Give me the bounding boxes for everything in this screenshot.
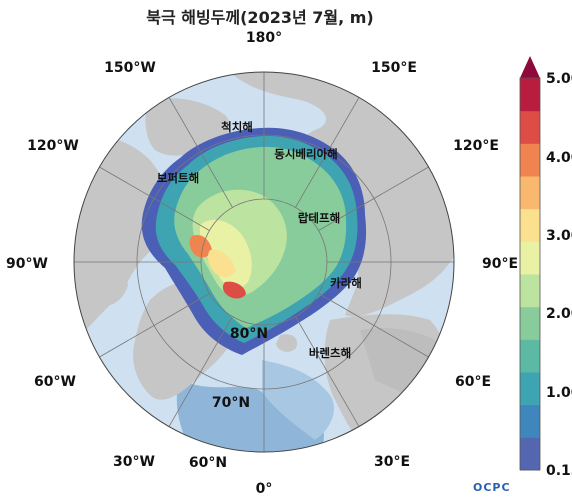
colorbar-tick-2: 2.00 xyxy=(546,306,572,322)
sea-label-east-siberian: 동시베리아해 xyxy=(274,147,337,161)
lon-label-30w: 30°W xyxy=(113,454,155,470)
lon-label-120e: 120°E xyxy=(453,138,499,154)
meridians xyxy=(74,72,454,452)
meridian-line xyxy=(99,293,210,358)
meridian-line xyxy=(168,97,233,208)
sea-label-chukchi: 척치해 xyxy=(221,120,253,134)
colorbar-segment xyxy=(520,339,540,373)
ice-max-b xyxy=(222,281,246,299)
colorbar-segment xyxy=(520,372,540,406)
lon-label-120w: 120°W xyxy=(27,138,79,154)
colorbar-segment xyxy=(520,437,540,471)
lon-label-150e: 150°E xyxy=(371,60,417,76)
colorbar-segment xyxy=(520,78,540,112)
colorbar-tick-1: 1.00 xyxy=(546,385,572,401)
colorbar-segment xyxy=(520,404,540,438)
colorbar-tick-4: 4.00 xyxy=(546,150,572,166)
meridian-line xyxy=(168,316,233,427)
lon-label-90w: 90°W xyxy=(6,256,48,272)
lon-label-150w: 150°W xyxy=(104,60,156,76)
meridian-line xyxy=(295,97,360,208)
lat-label-70n: 70°N xyxy=(212,395,250,411)
colorbar-segment xyxy=(520,306,540,340)
sea-label-beaufort: 보퍼트해 xyxy=(157,171,199,185)
norwegian-sea xyxy=(262,360,335,440)
lon-label-30e: 30°E xyxy=(374,454,410,470)
meridian-line xyxy=(318,293,429,358)
colorbar-segment xyxy=(520,274,540,308)
map-title: 북극 해빙두께(2023년 7월, m) xyxy=(146,8,374,27)
lat-label-60n: 60°N xyxy=(189,455,227,471)
land-svalbard xyxy=(276,334,298,352)
ice-max-a xyxy=(189,234,212,258)
sea-ice-layer xyxy=(141,127,367,356)
colorbar-segment xyxy=(520,208,540,242)
lat-label-80n: 80°N xyxy=(230,326,268,342)
meridian-line xyxy=(295,316,360,427)
map-border xyxy=(73,71,455,453)
colorbar-frame xyxy=(519,77,541,471)
lon-label-0: 0° xyxy=(256,481,273,497)
sea-label-barents: 바렌츠해 xyxy=(309,346,351,360)
colorbar-tick-0-15: 0.15 xyxy=(546,463,572,479)
ice-mid-band xyxy=(207,249,236,278)
colorbar-segment xyxy=(520,176,540,210)
colorbar-tick-3: 3.00 xyxy=(546,228,572,244)
colorbar-segment xyxy=(520,143,540,177)
meridian-line xyxy=(318,166,429,231)
meridian-line xyxy=(99,166,210,231)
colorbar-extend-arrow xyxy=(520,56,540,78)
ocpc-logo: OCPC xyxy=(473,481,511,494)
lon-label-180: 180° xyxy=(246,30,282,46)
sea-label-laptev: 랍테프해 xyxy=(298,211,340,225)
sea-label-kara: 카라해 xyxy=(330,276,362,290)
lon-label-60w: 60°W xyxy=(34,374,76,390)
ice-very-thick xyxy=(200,219,252,289)
lon-label-60e: 60°E xyxy=(455,374,491,390)
colorbar-tick-5: 5.00 xyxy=(546,71,572,87)
map-disc xyxy=(74,72,454,452)
colorbar-segment xyxy=(520,241,540,275)
colorbar-segment xyxy=(520,110,540,144)
land-baffin xyxy=(87,263,128,307)
colorbar-segments xyxy=(520,78,540,471)
colorbar: 5.00 4.00 3.00 2.00 1.00 0.15 xyxy=(519,56,572,479)
lon-label-90e: 90°E xyxy=(482,256,518,272)
